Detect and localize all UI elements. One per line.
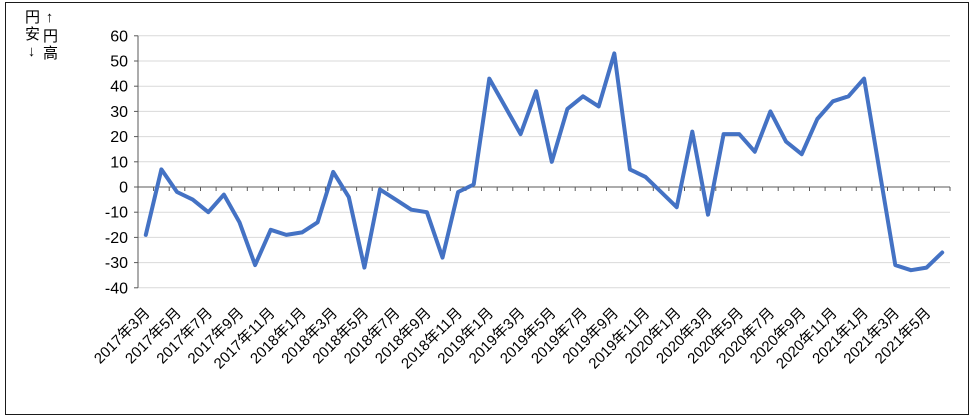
y-tick-label: 0 (119, 180, 128, 197)
y-axis-label-yen-high: ↑円高 (41, 9, 58, 62)
y-tick-label: 20 (110, 129, 128, 146)
y-tick-label: -20 (105, 230, 128, 247)
y-tick-label: -30 (105, 255, 128, 272)
y-axis-direction-label: ↑円高 円安↓ (22, 9, 58, 62)
y-tick-label: 50 (110, 54, 128, 71)
y-tick-label: 40 (110, 79, 128, 96)
data-series-line (143, 51, 945, 273)
y-tick-label: 30 (110, 104, 128, 121)
y-tick-label: 60 (110, 28, 128, 45)
y-tick-label: -10 (105, 205, 128, 222)
y-tick-label: 10 (110, 154, 128, 171)
y-axis-label-yen-low: 円安↓ (23, 9, 40, 62)
y-tick-label: -40 (105, 280, 128, 297)
